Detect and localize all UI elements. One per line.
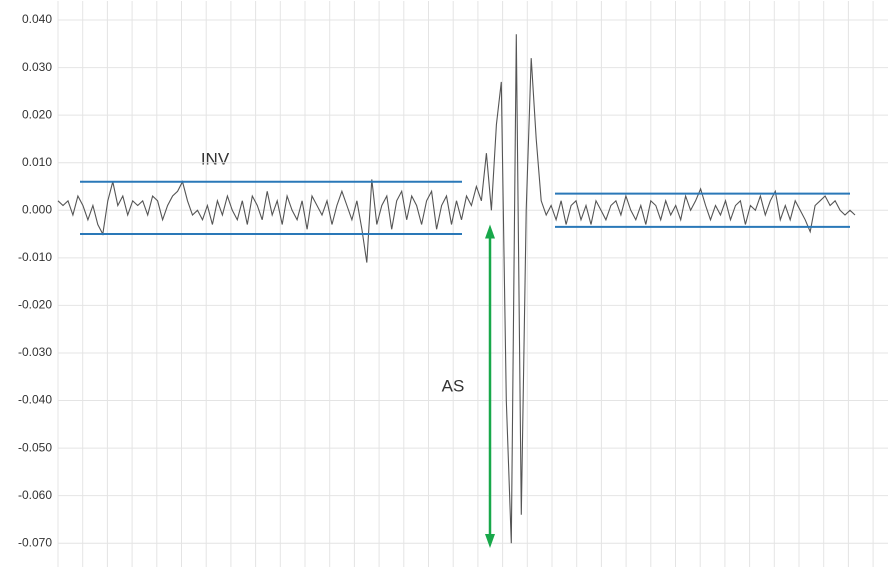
y-tick-label: -0.020 xyxy=(18,298,52,312)
y-tick-label: -0.050 xyxy=(18,440,52,454)
arrow-head xyxy=(485,224,495,239)
y-tick-label: 0.000 xyxy=(22,202,52,216)
arrow-label: AS xyxy=(442,376,465,395)
signal-line xyxy=(57,34,856,544)
y-tick-label: 0.010 xyxy=(22,155,52,169)
band-label: INV xyxy=(201,149,230,168)
y-tick-label: -0.030 xyxy=(18,345,52,359)
y-tick-label: -0.040 xyxy=(18,393,52,407)
y-tick-label: -0.010 xyxy=(18,250,52,264)
y-tick-label: -0.070 xyxy=(18,535,52,549)
y-tick-label: -0.060 xyxy=(18,488,52,502)
vertical-grid xyxy=(57,1,874,567)
y-tick-label: 0.040 xyxy=(22,12,52,26)
arrow-head xyxy=(485,533,495,548)
y-tick-label: 0.020 xyxy=(22,107,52,121)
y-tick-label: 0.030 xyxy=(22,60,52,74)
